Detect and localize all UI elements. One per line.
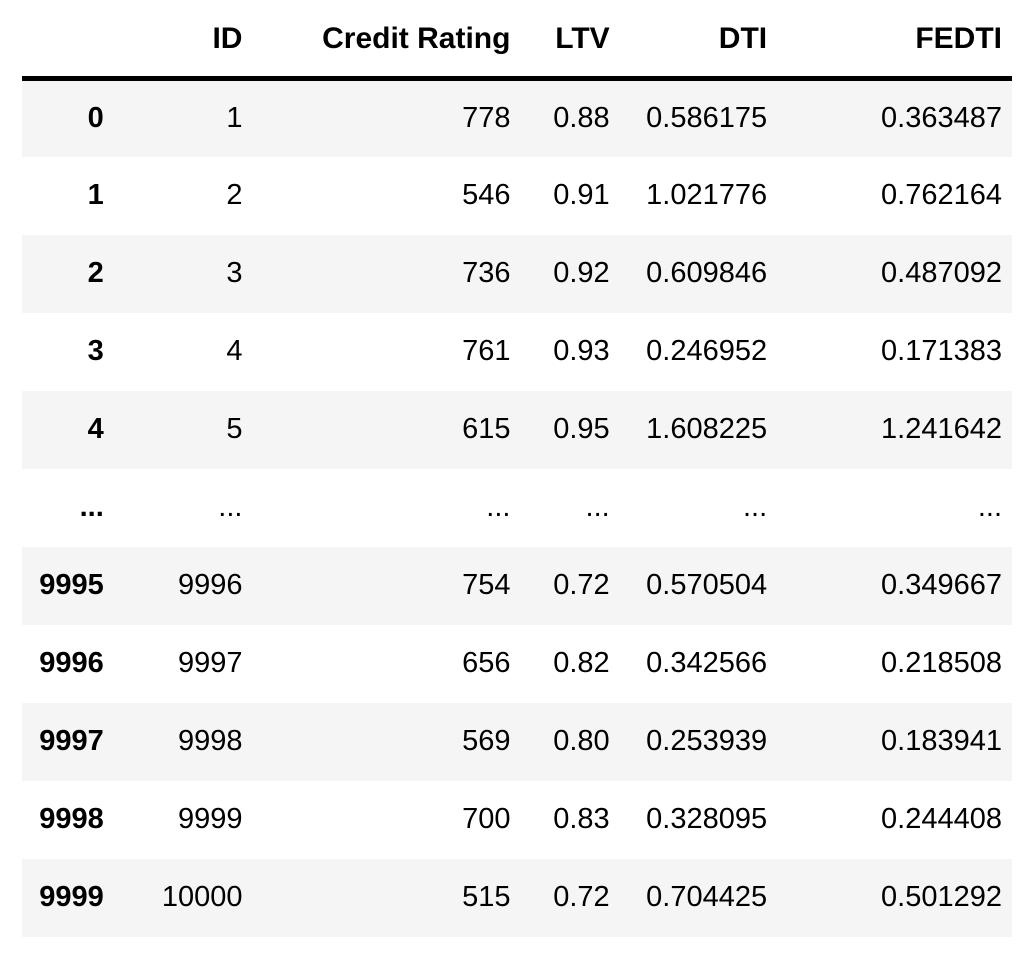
cell-ltv: 0.88 (553, 102, 610, 135)
cell-fedti: 0.244408 (881, 803, 1002, 835)
table-row: 9998 9999 700 0.83 0.328095 0.244408 (22, 781, 1012, 859)
cell-dti: ... (742, 491, 768, 523)
cell-id: 1 (226, 102, 243, 135)
table-row: 2 3 736 0.92 0.609846 0.487092 (22, 234, 1012, 313)
row-index: 0 (87, 102, 104, 135)
cell-fedti: 0.762164 (881, 179, 1002, 211)
cell-fedti: 1.241642 (881, 413, 1002, 445)
cell-fedti: 0.171383 (881, 335, 1002, 367)
cell-fedti: 0.363487 (881, 102, 1002, 135)
cell-ltv: 0.95 (553, 413, 610, 445)
row-index: 9995 (39, 569, 104, 601)
cell-dti: 0.586175 (646, 102, 768, 135)
cell-credit-rating: 736 (462, 257, 511, 289)
cell-id: 3 (226, 257, 243, 289)
cell-credit-rating: 615 (462, 413, 511, 445)
cell-dti: 1.608225 (646, 413, 768, 445)
cell-id: ... (218, 491, 243, 523)
cell-credit-rating: 569 (462, 725, 511, 757)
cell-id: 9998 (177, 725, 243, 757)
column-header-credit-rating: Credit Rating (252, 6, 521, 81)
table-row: 4 5 615 0.95 1.608225 1.241642 (22, 390, 1012, 469)
row-index: 9999 (39, 881, 104, 913)
cell-id: 5 (226, 413, 243, 445)
cell-dti: 0.609846 (646, 257, 768, 289)
table-row: 9997 9998 569 0.80 0.253939 0.183941 (22, 702, 1012, 781)
cell-ltv: 0.91 (553, 179, 610, 211)
column-header-index (22, 6, 114, 81)
row-index: 1 (87, 179, 104, 211)
cell-dti: 0.704425 (646, 881, 768, 913)
table-row: 1 2 546 0.91 1.021776 0.762164 (22, 157, 1012, 235)
cell-dti: 0.328095 (646, 803, 768, 835)
table-body: 0 1 778 0.88 0.586175 0.363487 1 2 546 0.91 1.0217… (22, 78, 1012, 937)
cell-ltv: 0.80 (553, 725, 610, 757)
cell-ltv: 0.92 (553, 257, 610, 289)
row-index: ... (79, 491, 104, 523)
column-header-ltv: LTV (520, 6, 620, 81)
table-row: 9995 9996 754 0.72 0.570504 0.349667 (22, 546, 1012, 625)
cell-id: 9996 (177, 569, 243, 601)
cell-fedti: 0.183941 (881, 725, 1002, 757)
cell-ltv: 0.93 (553, 335, 610, 367)
cell-credit-rating: ... (486, 491, 511, 523)
header-row: ID Credit Rating LTV DTI FEDTI (22, 6, 1012, 81)
cell-id: 2 (226, 179, 243, 211)
cell-id: 10000 (161, 881, 243, 913)
row-index: 4 (87, 413, 104, 445)
table-row: 9996 9997 656 0.82 0.342566 0.218508 (22, 625, 1012, 703)
cell-ltv: 0.82 (553, 647, 610, 679)
cell-credit-rating: 546 (462, 179, 511, 211)
cell-credit-rating: 754 (462, 569, 511, 601)
cell-fedti: 0.501292 (881, 881, 1002, 913)
cell-credit-rating: 515 (462, 881, 511, 913)
row-index: 3 (87, 335, 104, 367)
cell-dti: 1.021776 (646, 179, 768, 211)
cell-fedti: 0.218508 (881, 647, 1002, 679)
cell-ltv: ... (585, 491, 610, 523)
row-index: 9997 (39, 725, 104, 757)
cell-credit-rating: 778 (462, 102, 511, 135)
table-header: ID Credit Rating LTV DTI FEDTI (22, 6, 1012, 81)
dataframe-table: ID Credit Rating LTV DTI FEDTI 0 1 778 0.88… (22, 6, 1012, 937)
table-row: 0 1 778 0.88 0.586175 0.363487 (22, 78, 1012, 157)
cell-id: 9997 (177, 647, 243, 679)
cell-dti: 0.246952 (646, 335, 768, 367)
cell-ltv: 0.72 (553, 569, 610, 601)
cell-dti: 0.342566 (646, 647, 768, 679)
cell-dti: 0.570504 (646, 569, 768, 601)
column-header-id: ID (113, 6, 253, 81)
cell-fedti: 0.487092 (881, 257, 1002, 289)
cell-credit-rating: 700 (462, 803, 511, 835)
cell-fedti: ... (977, 491, 1002, 523)
row-index: 9998 (39, 803, 104, 835)
cell-id: 9999 (177, 803, 243, 835)
table-row: .................. (22, 469, 1012, 547)
cell-id: 4 (226, 335, 243, 367)
cell-ltv: 0.83 (553, 803, 610, 835)
cell-dti: 0.253939 (646, 725, 768, 757)
table-row: 3 4 761 0.93 0.246952 0.171383 (22, 313, 1012, 391)
cell-fedti: 0.349667 (881, 569, 1002, 601)
row-index: 2 (87, 257, 104, 289)
table-row: 9999 10000 515 0.72 0.704425 0.501292 (22, 858, 1012, 937)
cell-credit-rating: 761 (462, 335, 511, 367)
column-header-dti: DTI (619, 6, 778, 81)
cell-credit-rating: 656 (462, 647, 511, 679)
cell-ltv: 0.72 (553, 881, 610, 913)
row-index: 9996 (39, 647, 104, 679)
column-header-fedti: FEDTI (777, 6, 1012, 81)
